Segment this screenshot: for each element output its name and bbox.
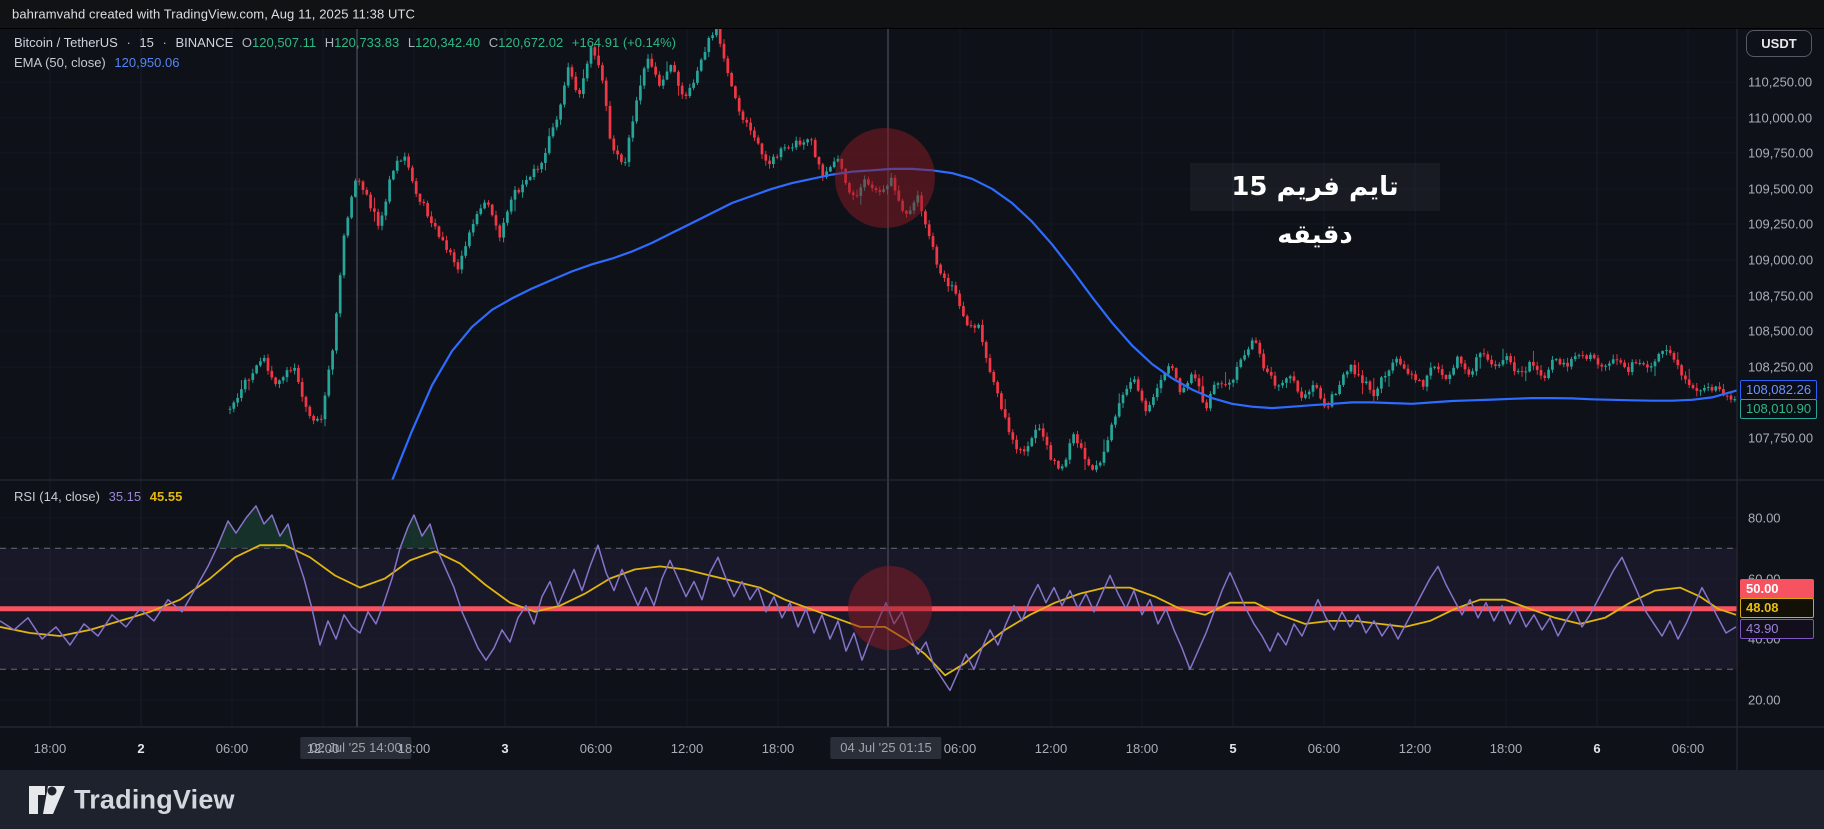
rsi-floating-label: 43.90 [1740,619,1814,639]
price-tick-label: 109,000.00 [1748,252,1814,268]
legend-dot: · [162,35,167,50]
attribution-text: bahramvahd created with TradingView.com,… [12,6,416,22]
low-value: 120,342.40 [415,35,481,50]
time-tick-label: 18:00 [1489,741,1523,756]
time-tick-label: 12:00 [1398,741,1432,756]
time-tick-label: 5 [1229,741,1237,756]
footer-brand-text[interactable]: TradingView [74,784,235,814]
time-tick-label: 12:00 [306,741,340,756]
crosshair-time-label: 04 Jul '25 01:15 [830,737,942,759]
symbol-legend[interactable]: Bitcoin / TetherUS · 15 · BINANCE O120,5… [14,35,681,50]
change-value: +164.91 (+0.14%) [571,35,676,50]
time-tick-label: 18:00 [33,741,67,756]
price-tick-label: 108,500.00 [1748,323,1814,339]
rsi-floating-label: 48.08 [1740,598,1814,618]
price-tick-label: 108,750.00 [1748,288,1814,304]
time-tick-label: 12:00 [1034,741,1068,756]
footer-bar: TradingView [0,770,1824,829]
time-tick-label: 06:00 [1671,741,1705,756]
price-tick-label: 110,250.00 [1748,74,1813,90]
interval-label: 15 [139,35,154,50]
time-tick-label: 06:00 [215,741,249,756]
tradingview-logo-icon[interactable] [28,784,66,816]
price-tick-label: 109,500.00 [1748,181,1814,197]
time-tick-label: 2 [137,741,145,756]
time-tick-label: 06:00 [579,741,613,756]
rsi-legend[interactable]: RSI (14, close) 35.15 45.55 [14,489,187,504]
open-value: 120,507.11 [252,35,317,50]
time-tick-label: 06:00 [943,741,977,756]
rsi-floating-label: 50.00 [1740,579,1814,599]
high-value: 120,733.83 [334,35,400,50]
symbol-name: Bitcoin / TetherUS [14,35,118,50]
price-tick-label: 109,250.00 [1748,216,1814,232]
time-tick-label: 18:00 [761,741,795,756]
close-label: C [488,35,499,50]
legend-dot: · [126,35,131,50]
high-label: H [324,35,335,50]
low-label: L [407,35,416,50]
price-tick-label: 107,750.00 [1748,430,1814,446]
time-tick-label: 06:00 [1307,741,1341,756]
time-tick-label: 18:00 [1125,741,1159,756]
attribution-bar: bahramvahd created with TradingView.com,… [0,0,1824,29]
currency-toggle-button[interactable]: USDT [1746,30,1812,57]
price-floating-label: 108,082.26 [1740,380,1818,400]
rsi-tick-label: 20.00 [1748,692,1781,708]
rsi-ma-value: 45.55 [149,489,183,504]
time-tick-label: 12:00 [670,741,704,756]
timeframe-annotation: تايم فريم 15 دقيقه [1190,163,1440,250]
price-tick-label: 110,000.00 [1748,110,1813,126]
open-label: O [241,35,253,50]
rsi-value: 35.15 [108,489,142,504]
price-floating-label: 108,010.90 [1740,399,1818,419]
crosshair-time-label: 02 Jul '25 14:00 [300,737,412,759]
time-tick-label: 6 [1593,741,1601,756]
time-tick-label: 18:00 [397,741,431,756]
price-tick-label: 109,750.00 [1748,145,1814,161]
rsi-label: RSI (14, close) [14,489,100,504]
ema-label: EMA (50, close) [14,55,106,70]
time-tick-label: 3 [501,741,509,756]
ema-legend[interactable]: EMA (50, close) 120,950.06 [14,55,184,70]
close-value: 120,672.02 [498,35,564,50]
ema-value: 120,950.06 [114,55,180,70]
exchange-label: BINANCE [175,35,234,50]
rsi-tick-label: 80.00 [1748,510,1781,526]
price-tick-label: 108,250.00 [1748,359,1814,375]
